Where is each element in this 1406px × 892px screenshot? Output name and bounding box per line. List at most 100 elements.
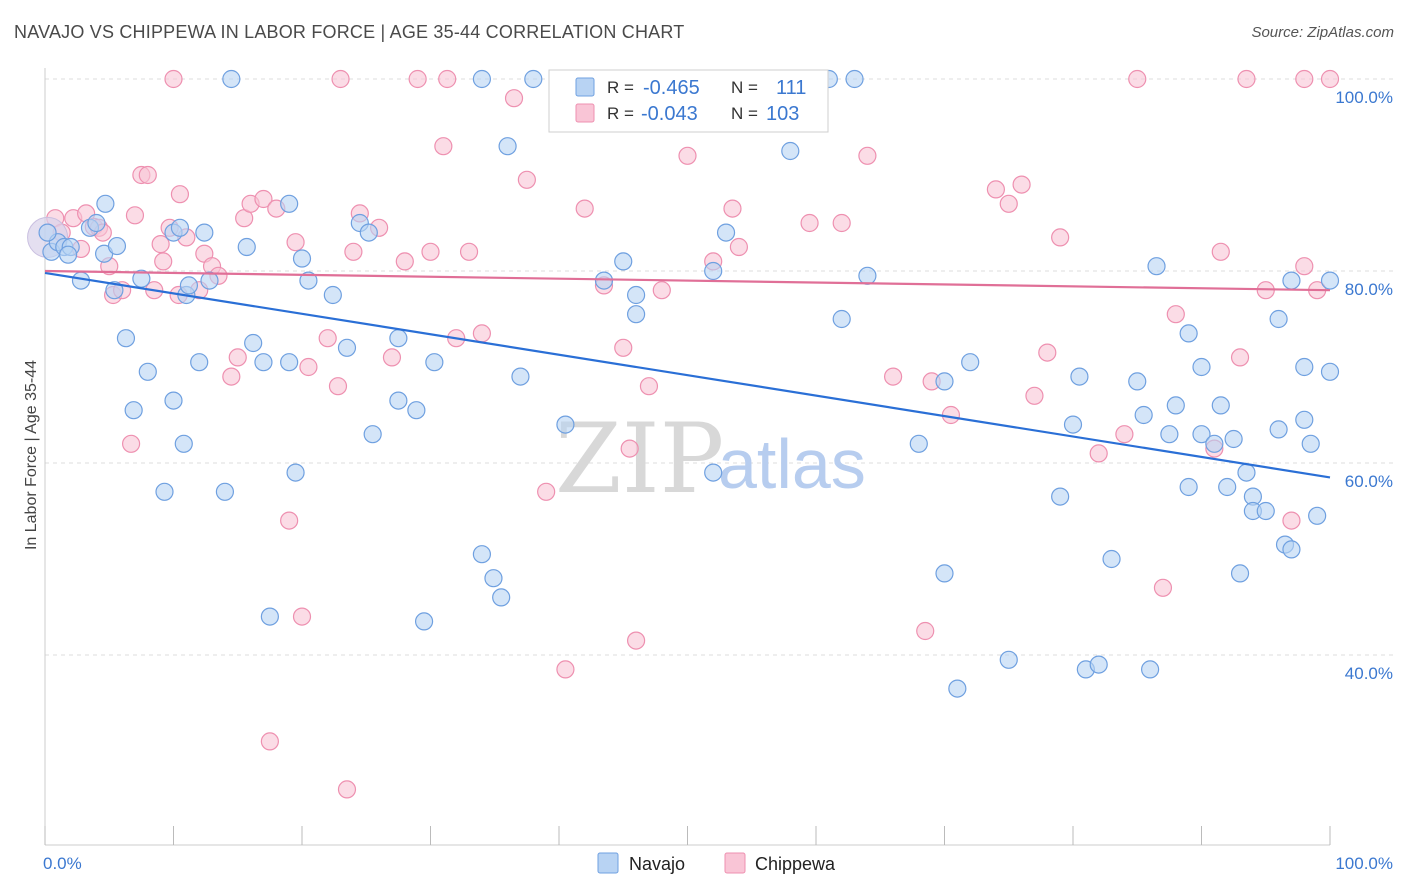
legend-swatch-navajo (575, 77, 595, 97)
navajo-point (1211, 396, 1230, 415)
chippewa-point (1320, 69, 1340, 89)
chippewa-point (916, 621, 935, 641)
series-legend-label-chippewa: Chippewa (755, 854, 836, 874)
navajo-point (935, 564, 954, 583)
navajo-point (363, 425, 382, 444)
watermark-zip: ZIP (555, 403, 724, 515)
chippewa-point (260, 732, 279, 751)
navajo-point (1230, 564, 1250, 583)
navajo-point (1140, 660, 1160, 679)
chippewa-point (575, 199, 594, 218)
navajo-trend-line (44, 271, 1331, 479)
navajo-point (472, 69, 491, 89)
series-legend-swatch-navajo (597, 852, 619, 874)
chippewa-point (154, 252, 173, 271)
navajo-point (116, 329, 136, 348)
navajo-point (1295, 357, 1314, 377)
chippewa-point (620, 439, 639, 458)
legend-r-value-navajo: -0.465 (643, 77, 700, 99)
navajo-point (138, 362, 157, 381)
navajo-point (323, 285, 342, 305)
navajo-point (1051, 487, 1070, 506)
navajo-point (254, 353, 273, 372)
legend-n-label-navajo: N = (731, 78, 758, 97)
chippewa-point (472, 324, 491, 343)
chippewa-point (222, 367, 241, 386)
navajo-point (1218, 477, 1237, 497)
navajo-point (244, 333, 263, 353)
navajo-point (1192, 357, 1211, 377)
chippewa-point (408, 69, 427, 89)
chippewa-point (286, 233, 305, 252)
chippewa-point (1051, 228, 1070, 247)
chippewa-point (125, 206, 145, 225)
navajo-point (124, 401, 143, 420)
chippewa-point (883, 367, 903, 386)
navajo-point (1320, 271, 1340, 290)
chippewa-point (254, 189, 273, 209)
chippewa-point (299, 357, 318, 377)
chippewa-point (1128, 69, 1147, 89)
navajo-point (1237, 463, 1256, 482)
navajo-point (337, 338, 357, 357)
chippewa-point (832, 213, 851, 233)
navajo-point (170, 218, 190, 237)
chippewa-point (151, 235, 170, 254)
navajo-point (260, 607, 279, 626)
navajo-point (1256, 501, 1275, 521)
chippewa-point (438, 69, 457, 89)
x-tick-label-max: 100.0% (1335, 854, 1393, 873)
legend-n-value-chippewa: 103 (766, 103, 799, 125)
grid-lines (45, 78, 1393, 656)
navajo-point (1320, 362, 1340, 381)
y-tick-label: 60.0% (1345, 472, 1393, 491)
navajo-point (195, 223, 214, 242)
legend-r-label-navajo: R = (607, 78, 634, 97)
chippewa-point (280, 511, 299, 530)
chippewa-point (1282, 511, 1301, 530)
navajo-point (909, 434, 928, 453)
chippewa-point (1230, 348, 1250, 367)
chippewa-point (639, 377, 659, 396)
chippewa-point (1038, 343, 1057, 362)
chippewa-point (1295, 257, 1314, 276)
navajo-point (1192, 425, 1211, 444)
chippewa-point (1115, 425, 1134, 444)
chippewa-point (121, 434, 141, 453)
chippewa-point (164, 69, 183, 89)
chippewa-point (941, 405, 961, 425)
series-legend-swatch-chippewa (724, 852, 746, 874)
navajo-point (299, 271, 318, 290)
navajo-point (292, 249, 312, 268)
navajo-point (1269, 309, 1288, 329)
chippewa-point (556, 660, 575, 679)
chippewa-point (858, 146, 877, 165)
axes (44, 68, 1331, 846)
navajo-point (1205, 434, 1224, 453)
navajo-point (174, 434, 193, 453)
trend-lines (44, 269, 1331, 479)
chippewa-point (395, 252, 414, 271)
y-tick-label: 100.0% (1335, 88, 1393, 107)
chippewa-point (517, 170, 536, 189)
navajo-point (200, 271, 219, 290)
navajo-point (215, 482, 234, 501)
legend-r-value-chippewa: -0.043 (641, 103, 698, 125)
navajo-point (832, 309, 851, 329)
legend-swatch-chippewa (575, 103, 595, 123)
navajo-point (190, 353, 209, 372)
chippewa-point (1211, 242, 1230, 261)
chippewa-point (382, 348, 402, 367)
chippewa-point (344, 242, 363, 261)
navajo-point (1102, 549, 1121, 569)
legend-n-label-chippewa: N = (731, 104, 758, 123)
navajo-point (1282, 271, 1301, 290)
chippewa-point (1089, 444, 1108, 463)
navajo-point (280, 353, 299, 372)
navajo-point (389, 329, 408, 348)
chippewa-point (337, 780, 357, 799)
navajo-point (1070, 367, 1089, 386)
navajo-point (858, 266, 877, 285)
navajo-point (87, 213, 106, 233)
